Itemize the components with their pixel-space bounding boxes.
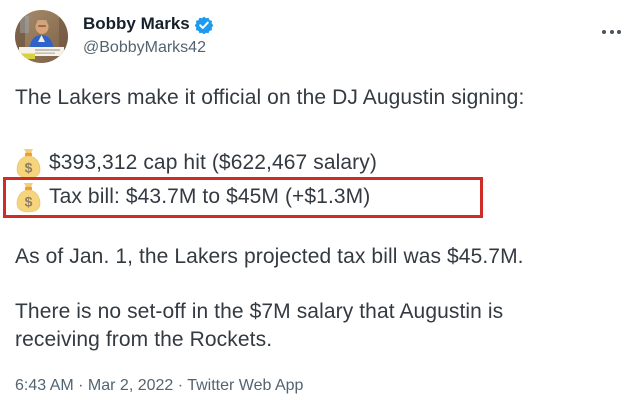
tweet-paragraph-setoff: There is no set-off in the $7M salary th… <box>15 298 626 354</box>
bullet-cap-hit: $ $393,312 cap hit ($622,467 salary) <box>15 146 626 180</box>
money-bag-icon: $ <box>15 182 42 213</box>
tweet-paragraph-intro: The Lakers make it official on the DJ Au… <box>15 86 525 109</box>
money-bag-icon: $ <box>15 148 42 179</box>
more-icon <box>609 30 614 34</box>
tweet-paragraph-projection: As of Jan. 1, the Lakers projected tax b… <box>15 245 524 268</box>
avatar-image <box>15 10 68 63</box>
verified-badge-icon <box>194 16 213 34</box>
svg-text:$: $ <box>25 159 33 175</box>
tweet-header: Bobby Marks @BobbyMarks42 <box>15 10 626 63</box>
bullet-tax-bill: $ Tax bill: $43.7M to $45M (+$1.3M) <box>3 177 626 218</box>
tweet-text: The Lakers make it official on the DJ Au… <box>3 84 626 354</box>
display-name[interactable]: Bobby Marks <box>83 14 190 33</box>
svg-text:$: $ <box>25 193 33 209</box>
timestamp[interactable]: 6:43 AM · Mar 2, 2022 · Twitter Web App <box>15 377 304 394</box>
avatar[interactable] <box>15 10 68 63</box>
author-block: Bobby Marks @BobbyMarks42 <box>83 13 213 58</box>
user-handle[interactable]: @BobbyMarks42 <box>83 39 206 56</box>
setoff-line-2: receiving from the Rockets. <box>15 328 273 351</box>
bullet-text: Tax bill: $43.7M to $45M (+$1.3M) <box>49 185 371 208</box>
bullet-text: $393,312 cap hit ($622,467 salary) <box>49 151 377 174</box>
tweet-bullet-list: $ $393,312 cap hit ($622,467 salary) $ T… <box>3 146 626 218</box>
more-options-button[interactable] <box>600 24 623 40</box>
more-icon <box>617 30 621 34</box>
setoff-line-1: There is no set-off in the $7M salary th… <box>15 300 504 323</box>
more-icon <box>602 30 606 34</box>
